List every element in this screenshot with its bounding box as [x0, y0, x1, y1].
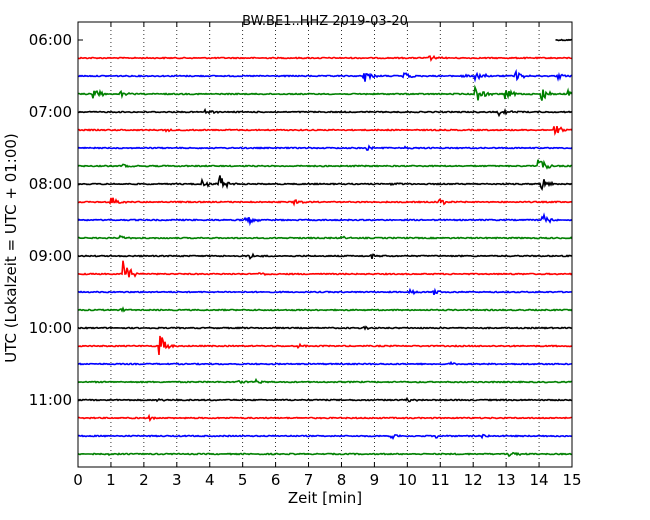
x-axis-label: Zeit [min]: [288, 489, 362, 507]
trace-1015: [77, 335, 573, 355]
trace-0945: [77, 306, 573, 313]
y-tick-label-5: 11:00: [29, 391, 72, 409]
plot-frame: [77, 21, 573, 468]
x-tick-label-13: 13: [497, 471, 516, 489]
x-tick-label-2: 2: [139, 471, 149, 489]
trace-0815: [77, 197, 573, 207]
x-tick-label-1: 1: [106, 471, 116, 489]
trace-0630: [77, 68, 573, 83]
x-tick-label-14: 14: [530, 471, 549, 489]
trace-0915: [77, 260, 573, 278]
trace-1145: [77, 451, 573, 458]
x-tick-label-8: 8: [337, 471, 347, 489]
trace-1000: [77, 325, 573, 331]
trace-1030: [78, 360, 573, 366]
y-tick-label-1: 07:00: [29, 103, 72, 121]
trace-1115: [77, 413, 572, 423]
trace-0615: [77, 54, 573, 63]
y-tick-label-2: 08:00: [29, 175, 72, 193]
x-tick-label-12: 12: [464, 471, 483, 489]
y-tick-label-0: 06:00: [29, 31, 72, 49]
y-tick-label-4: 10:00: [29, 319, 72, 337]
trace-0715: [77, 125, 573, 136]
trace-0645: [77, 84, 573, 101]
x-tick-label-0: 0: [73, 471, 83, 489]
trace-0930: [77, 287, 572, 296]
trace-0730: [77, 144, 573, 151]
trace-1045: [77, 377, 573, 385]
x-tick-label-11: 11: [431, 471, 450, 489]
x-tick-label-10: 10: [398, 471, 417, 489]
trace-0745: [77, 159, 572, 170]
trace-0900: [77, 252, 573, 261]
trace-1130: [77, 433, 573, 441]
x-tick-label-6: 6: [271, 471, 281, 489]
x-tick-label-3: 3: [172, 471, 182, 489]
axes: 0 1 2 3 4 5 6 7 8 9 10 11 12 13 14 1506:0007:0008:0009:…: [29, 21, 582, 489]
x-tick-label-7: 7: [304, 471, 314, 489]
trace-0800: [77, 175, 573, 192]
trace-0845: [77, 234, 573, 240]
trace-group: [77, 38, 573, 458]
x-tick-label-5: 5: [238, 471, 248, 489]
x-tick-label-4: 4: [205, 471, 215, 489]
trace-0830: [77, 212, 573, 227]
x-tick-label-15: 15: [562, 471, 581, 489]
trace-0700: [77, 107, 573, 118]
x-tick-label-9: 9: [370, 471, 380, 489]
trace-1100: [77, 396, 573, 403]
y-tick-label-3: 09:00: [29, 247, 72, 265]
y-axis-label: UTC (Lokalzeit = UTC + 01:00): [2, 133, 20, 363]
